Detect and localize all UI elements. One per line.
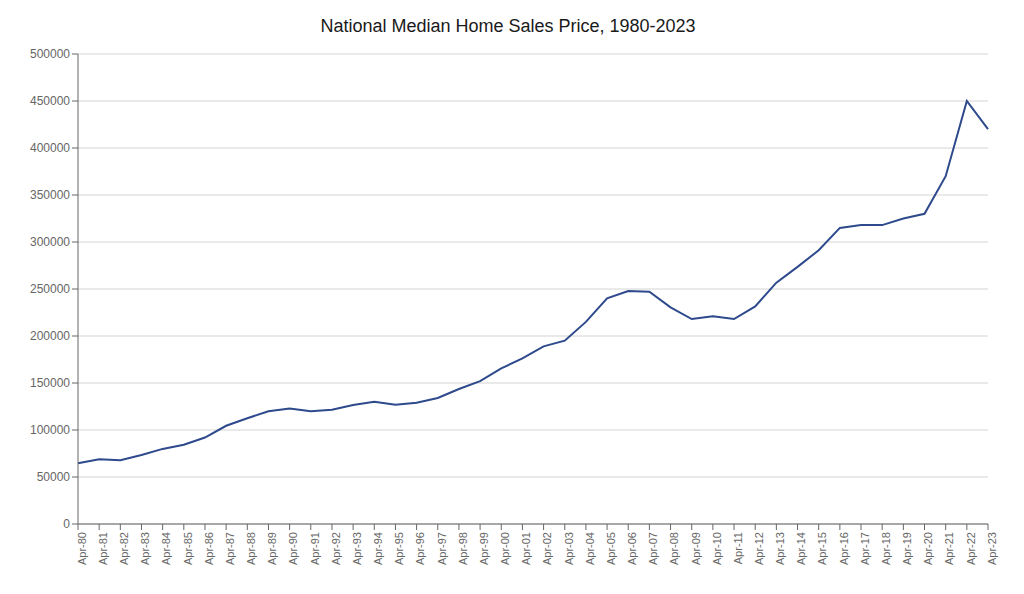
svg-text:Apr-89: Apr-89 <box>266 532 278 565</box>
svg-text:Apr-07: Apr-07 <box>647 532 659 565</box>
svg-text:Apr-98: Apr-98 <box>457 532 469 565</box>
svg-text:Apr-01: Apr-01 <box>520 532 532 565</box>
svg-text:Apr-80: Apr-80 <box>76 532 88 565</box>
svg-text:Apr-13: Apr-13 <box>774 532 786 565</box>
svg-text:Apr-15: Apr-15 <box>817 532 829 565</box>
svg-text:Apr-23: Apr-23 <box>986 532 998 565</box>
svg-text:Apr-16: Apr-16 <box>838 532 850 565</box>
svg-text:Apr-81: Apr-81 <box>97 532 109 565</box>
svg-text:150000: 150000 <box>30 376 70 390</box>
svg-text:250000: 250000 <box>30 282 70 296</box>
svg-text:Apr-87: Apr-87 <box>224 532 236 565</box>
svg-text:Apr-02: Apr-02 <box>541 532 553 565</box>
svg-text:Apr-82: Apr-82 <box>118 532 130 565</box>
svg-text:200000: 200000 <box>30 329 70 343</box>
svg-text:100000: 100000 <box>30 423 70 437</box>
svg-text:300000: 300000 <box>30 235 70 249</box>
svg-text:500000: 500000 <box>30 47 70 61</box>
svg-text:Apr-99: Apr-99 <box>478 532 490 565</box>
svg-text:50000: 50000 <box>37 470 71 484</box>
svg-text:0: 0 <box>63 517 70 531</box>
svg-text:350000: 350000 <box>30 188 70 202</box>
svg-text:Apr-09: Apr-09 <box>690 532 702 565</box>
svg-text:Apr-06: Apr-06 <box>626 532 638 565</box>
svg-text:Apr-92: Apr-92 <box>330 532 342 565</box>
svg-text:Apr-90: Apr-90 <box>287 532 299 565</box>
svg-text:Apr-17: Apr-17 <box>859 532 871 565</box>
svg-text:Apr-04: Apr-04 <box>584 532 596 565</box>
svg-text:Apr-19: Apr-19 <box>901 532 913 565</box>
svg-text:Apr-00: Apr-00 <box>499 532 511 565</box>
svg-text:Apr-03: Apr-03 <box>563 532 575 565</box>
svg-text:Apr-85: Apr-85 <box>182 532 194 565</box>
svg-text:Apr-05: Apr-05 <box>605 532 617 565</box>
svg-text:Apr-97: Apr-97 <box>436 532 448 565</box>
svg-text:Apr-18: Apr-18 <box>880 532 892 565</box>
svg-text:Apr-14: Apr-14 <box>795 532 807 565</box>
svg-text:Apr-10: Apr-10 <box>711 532 723 565</box>
svg-text:Apr-08: Apr-08 <box>668 532 680 565</box>
svg-text:400000: 400000 <box>30 141 70 155</box>
svg-text:Apr-83: Apr-83 <box>139 532 151 565</box>
svg-text:Apr-22: Apr-22 <box>965 532 977 565</box>
svg-text:Apr-86: Apr-86 <box>203 532 215 565</box>
svg-text:450000: 450000 <box>30 94 70 108</box>
svg-text:Apr-20: Apr-20 <box>922 532 934 565</box>
html-text:National Median Home Sales Pri: National Median Home Sales Price, 1980-2… <box>320 16 696 36</box>
svg-text:Apr-93: Apr-93 <box>351 532 363 565</box>
svg-text:Apr-21: Apr-21 <box>943 532 955 565</box>
svg-text:Apr-84: Apr-84 <box>160 532 172 565</box>
svg-text:Apr-96: Apr-96 <box>414 532 426 565</box>
svg-text:Apr-11: Apr-11 <box>732 532 744 564</box>
svg-text:Apr-12: Apr-12 <box>753 532 765 565</box>
svg-text:Apr-95: Apr-95 <box>393 532 405 565</box>
svg-text:Apr-91: Apr-91 <box>309 532 321 565</box>
svg-text:Apr-88: Apr-88 <box>245 532 257 565</box>
svg-text:Apr-94: Apr-94 <box>372 532 384 565</box>
